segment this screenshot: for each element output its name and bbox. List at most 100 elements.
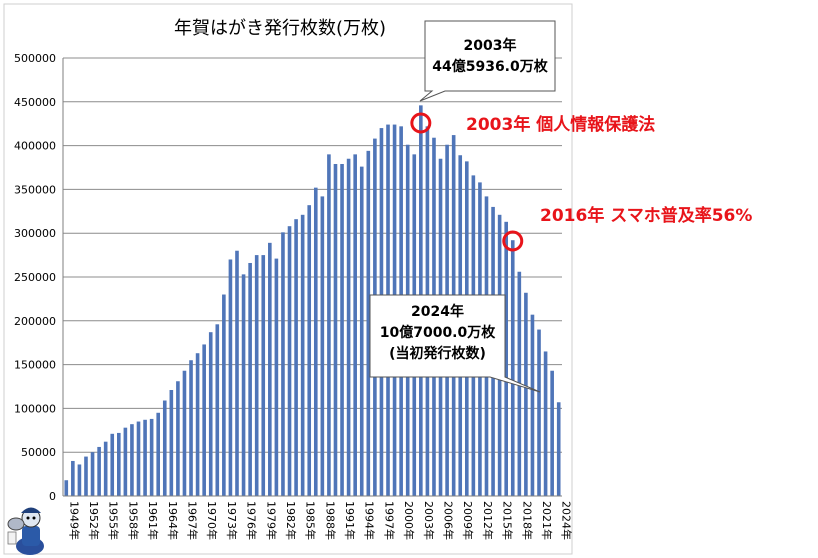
- x-tick-label: 2000年: [402, 501, 416, 540]
- bar-1991: [340, 163, 344, 496]
- bar-1975: [235, 250, 239, 496]
- x-tick-label: 1997年: [382, 501, 396, 540]
- x-tick-label: 1961年: [146, 501, 160, 540]
- y-tick-label: 250000: [14, 271, 56, 284]
- bar-1967: [182, 370, 187, 496]
- event-label-2016: 2016年 スマホ普及率56%: [540, 206, 753, 226]
- x-tick-label: 1988年: [323, 501, 337, 540]
- x-tick-label: 2021年: [540, 501, 554, 540]
- bar-2022: [543, 351, 548, 496]
- bar-2017: [510, 240, 515, 496]
- bar-1983: [287, 226, 292, 496]
- y-axis-ticks: 0 50000 100000 150000 200000 250000 300000 3500…: [14, 52, 56, 503]
- latest-callout-year: 2024年: [411, 304, 464, 320]
- bar-1959: [130, 424, 134, 496]
- bar-1970: [202, 344, 206, 496]
- x-tick-label: 1979年: [264, 501, 278, 540]
- event-markers: [410, 112, 524, 252]
- bar-1960: [136, 421, 141, 496]
- y-tick-label: 200000: [14, 315, 56, 328]
- x-tick-label: 1964年: [166, 501, 180, 540]
- latest-callout-value: 10億7000.0万枚: [379, 325, 496, 341]
- bar-1966: [176, 381, 180, 496]
- x-tick-label: 1985年: [304, 501, 318, 540]
- bar-1965: [169, 390, 174, 496]
- bar-1980: [268, 242, 272, 496]
- x-tick-label: 1994年: [363, 501, 377, 540]
- x-tick-label: 1952年: [87, 501, 101, 540]
- x-tick-label: 1949年: [67, 501, 81, 540]
- x-tick-label: 1976年: [245, 501, 259, 540]
- mascot-character-icon: [7, 507, 44, 555]
- bar-2016: [504, 221, 508, 496]
- bar-1969: [195, 353, 200, 496]
- x-tick-label: 2015年: [501, 501, 515, 540]
- bar-1989: [327, 154, 331, 497]
- bar-1972: [215, 324, 220, 496]
- bar-1977: [248, 262, 252, 496]
- x-tick-label: 1955年: [107, 501, 121, 540]
- bar-1995: [366, 150, 371, 496]
- bar-1986: [307, 205, 312, 496]
- bar-1961: [143, 419, 147, 496]
- bar-1979: [261, 255, 266, 496]
- bar-1958: [123, 427, 128, 496]
- event-label-2003: 2003年 個人情報保護法: [466, 115, 656, 135]
- x-tick-label: 1958年: [126, 501, 140, 540]
- latest-callout-note: (当初発行枚数): [389, 346, 486, 362]
- bar-1976: [241, 274, 246, 496]
- latest-callout-text: 2024年 10億7000.0万枚 (当初発行枚数): [372, 302, 503, 365]
- y-tick-label: 450000: [14, 96, 56, 109]
- bar-1951: [77, 464, 82, 496]
- bar-1953: [90, 452, 95, 496]
- bar-1993: [353, 154, 357, 497]
- x-tick-label: 2024年: [560, 501, 574, 540]
- x-tick-label: 2009年: [461, 501, 475, 540]
- bar-1982: [281, 232, 285, 496]
- bar-1955: [103, 441, 108, 496]
- bar-1985: [300, 214, 305, 496]
- bar-1971: [208, 332, 213, 496]
- x-tick-label: 2012年: [481, 501, 495, 540]
- bar-2019: [524, 292, 528, 496]
- latest-callout: [369, 294, 541, 393]
- bar-1964: [162, 400, 167, 496]
- bar-2020: [530, 314, 535, 496]
- bar-1990: [333, 163, 338, 496]
- bar-1994: [359, 166, 364, 496]
- bar-1992: [346, 158, 351, 497]
- y-tick-label: 50000: [21, 446, 56, 459]
- bar-1949: [64, 480, 69, 496]
- x-tick-label: 1967年: [185, 501, 199, 540]
- y-tick-label: 100000: [14, 402, 56, 415]
- bar-1987: [313, 187, 318, 496]
- bar-1950: [71, 460, 75, 496]
- bar-1984: [294, 219, 298, 496]
- bar-2024: [556, 402, 561, 496]
- x-tick-label: 2003年: [422, 501, 436, 540]
- event-marker-2017: [502, 230, 524, 252]
- y-tick-label: 150000: [14, 359, 56, 372]
- bar-1973: [222, 294, 226, 496]
- y-tick-label: 0: [49, 490, 56, 503]
- bar-1962: [149, 418, 154, 496]
- x-tick-label: 1973年: [225, 501, 239, 540]
- bar-1957: [117, 432, 121, 496]
- bar-1974: [228, 259, 233, 496]
- bar-1952: [84, 456, 88, 496]
- bar-2023: [550, 370, 554, 496]
- x-axis-ticks: 1949年 1952年 1955年 1958年 1961年 1964年 1967年 1970年…: [67, 501, 573, 540]
- y-tick-label: 300000: [14, 227, 56, 240]
- x-tick-label: 1991年: [343, 501, 357, 540]
- axes: [62, 58, 562, 497]
- x-tick-label: 1982年: [284, 501, 298, 540]
- x-tick-label: 2006年: [442, 501, 456, 540]
- chart-title: 年賀はがき発行枚数(万枚): [173, 18, 387, 39]
- y-tick-label: 500000: [14, 52, 56, 65]
- x-tick-label: 1970年: [205, 501, 219, 540]
- peak-callout: [419, 20, 556, 102]
- bar-2021: [537, 329, 541, 496]
- peak-callout-text: 2003年 44億5936.0万枚: [427, 36, 553, 78]
- peak-callout-year: 2003年: [463, 38, 517, 54]
